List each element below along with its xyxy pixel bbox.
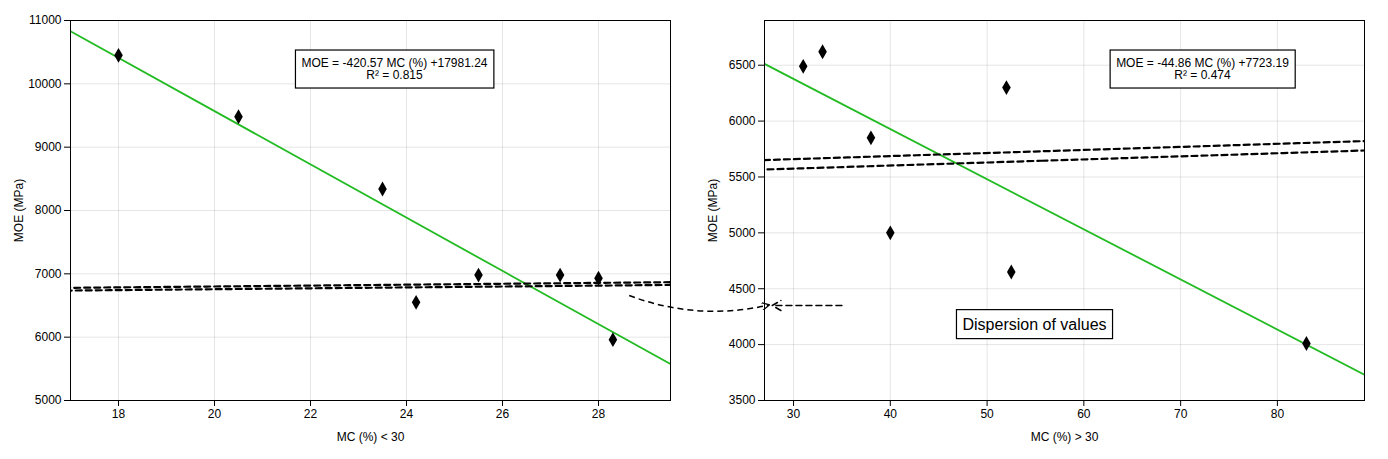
svg-text:MOE = -420.57 MC (%) +17981.24: MOE = -420.57 MC (%) +17981.24R² = 0.815 xyxy=(301,56,487,82)
svg-text:18: 18 xyxy=(112,407,126,421)
svg-text:28: 28 xyxy=(592,407,606,421)
svg-text:10000: 10000 xyxy=(28,77,62,91)
svg-text:5500: 5500 xyxy=(729,170,756,184)
svg-text:24: 24 xyxy=(400,407,414,421)
svg-text:9000: 9000 xyxy=(35,140,62,154)
svg-text:22: 22 xyxy=(304,407,318,421)
svg-text:MOE (MPa): MOE (MPa) xyxy=(12,179,26,242)
svg-text:3500: 3500 xyxy=(729,393,756,407)
svg-text:4000: 4000 xyxy=(729,337,756,351)
svg-text:6000: 6000 xyxy=(729,114,756,128)
svg-text:8000: 8000 xyxy=(35,203,62,217)
svg-text:20: 20 xyxy=(208,407,222,421)
svg-text:MOE = -44.86 MC (%) +7723.19R²: MOE = -44.86 MC (%) +7723.19R² = 0.474 xyxy=(1116,56,1289,82)
svg-text:Dispersion of values: Dispersion of values xyxy=(962,316,1106,333)
svg-text:11000: 11000 xyxy=(29,13,62,27)
svg-text:6000: 6000 xyxy=(35,330,62,344)
svg-text:6500: 6500 xyxy=(729,58,756,72)
svg-text:MC (%) < 30: MC (%) < 30 xyxy=(337,430,405,444)
svg-text:4500: 4500 xyxy=(729,282,756,296)
svg-text:MOE (MPa): MOE (MPa) xyxy=(706,179,720,242)
svg-text:50: 50 xyxy=(980,407,994,421)
svg-text:60: 60 xyxy=(1077,407,1091,421)
svg-text:5000: 5000 xyxy=(35,393,62,407)
svg-text:80: 80 xyxy=(1271,407,1285,421)
svg-text:5000: 5000 xyxy=(729,226,756,240)
svg-text:70: 70 xyxy=(1174,407,1188,421)
svg-text:MC (%) > 30: MC (%) > 30 xyxy=(1031,430,1099,444)
svg-text:26: 26 xyxy=(496,407,510,421)
svg-text:7000: 7000 xyxy=(35,267,62,281)
svg-text:30: 30 xyxy=(787,407,801,421)
svg-text:40: 40 xyxy=(884,407,898,421)
